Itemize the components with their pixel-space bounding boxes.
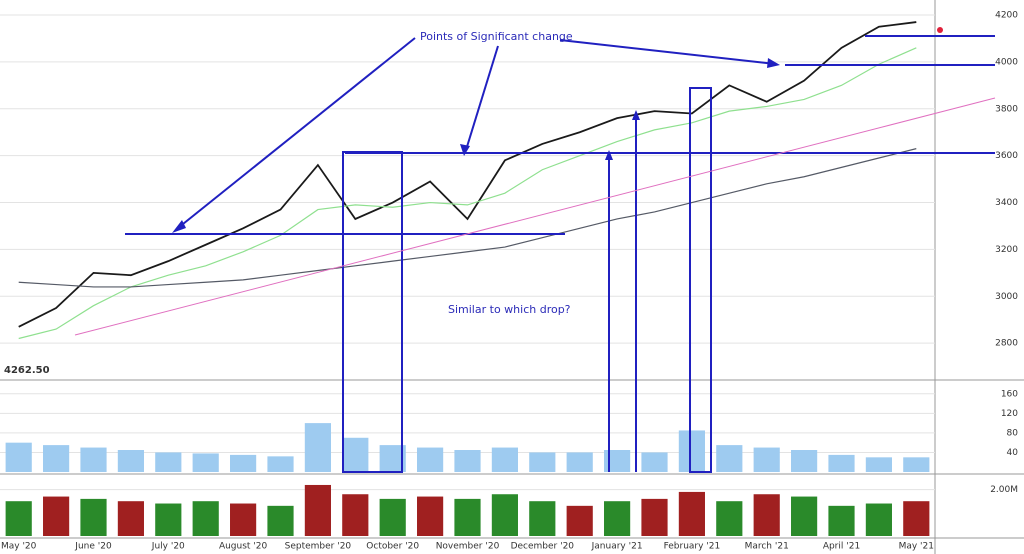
y-tick-label: 160 [1001, 389, 1018, 399]
arrowheads [172, 58, 780, 233]
bar [117, 450, 144, 472]
bar [828, 454, 855, 472]
bar [903, 457, 930, 472]
bar [342, 437, 369, 472]
bar [43, 445, 70, 472]
arrowhead [605, 150, 613, 160]
bar [454, 450, 481, 472]
y-tick-label: 3600 [995, 151, 1018, 161]
y-tick-label: 3200 [995, 245, 1018, 255]
bar [230, 503, 257, 536]
highlight-box [342, 151, 403, 473]
x-tick-label: September '20 [285, 542, 352, 552]
x-tick-label: December '20 [511, 542, 575, 552]
bar [117, 501, 144, 536]
bar [417, 496, 444, 536]
y-tick-label: 80 [1007, 428, 1019, 438]
arrowhead [460, 144, 470, 156]
bar [491, 494, 518, 536]
y-tick-label: 2800 [995, 339, 1018, 349]
bar [566, 505, 593, 536]
annotation: Similar to which drop? [448, 303, 571, 316]
bar [230, 454, 257, 472]
arrowhead [172, 220, 186, 233]
bar [267, 505, 294, 536]
bar [716, 445, 743, 472]
annotation: Points of Significant change [420, 30, 573, 43]
bar [379, 498, 406, 536]
bar [192, 501, 219, 536]
x-tick-label: November '20 [436, 542, 500, 552]
y-tick-label: 2.00M [990, 485, 1018, 495]
y-tick-label: 4200 [995, 11, 1018, 21]
x-tick-label: July '20 [151, 542, 185, 552]
bar [155, 503, 182, 536]
x-tick-label: February '21 [664, 542, 721, 552]
bar [80, 447, 107, 472]
bar [566, 452, 593, 472]
series-line [18, 148, 917, 288]
y-tick-label: 40 [1007, 448, 1019, 458]
bar [43, 496, 70, 536]
arrowhead [632, 110, 640, 120]
bar [5, 442, 32, 472]
y-tick-label: 3400 [995, 198, 1018, 208]
bar [267, 456, 294, 472]
x-tick-label: January '21 [591, 542, 643, 552]
y-tick-label: 120 [1001, 409, 1018, 419]
x-tick-label: October '20 [366, 542, 419, 552]
annotation-shapes [74, 35, 996, 473]
marker [937, 27, 943, 33]
y-tick-label: 3800 [995, 104, 1018, 114]
bar [753, 447, 780, 472]
bar [304, 423, 331, 472]
bar [678, 430, 705, 472]
x-tick-label: May '21 [899, 542, 934, 552]
bar [753, 494, 780, 536]
plot-layer: 2800 3000 3200 3400 3600 3800 4000 4200 May '20 J… [0, 11, 1018, 552]
bar [641, 452, 668, 472]
bar [828, 505, 855, 536]
bar [5, 501, 32, 536]
bar [417, 447, 444, 472]
bar [342, 494, 369, 536]
bar [865, 503, 892, 536]
y-tick-label: 3000 [995, 292, 1018, 302]
arrowhead [767, 58, 780, 68]
x-tick-label: April '21 [823, 542, 860, 552]
bar [903, 501, 930, 536]
arrow [177, 37, 416, 229]
bar [604, 450, 631, 472]
x-tick-label: June '20 [74, 542, 112, 552]
highlight-box [689, 87, 712, 473]
bar [454, 498, 481, 536]
bar [791, 450, 818, 472]
bar [155, 452, 182, 472]
bar [304, 484, 331, 536]
bar [80, 498, 107, 536]
x-tick-label: March '21 [745, 542, 789, 552]
bar [192, 453, 219, 472]
series-line [18, 21, 917, 328]
bar [791, 496, 818, 536]
last-price: 4262.50 [4, 365, 50, 376]
arrow [465, 45, 499, 151]
y-tick-label: 4000 [995, 57, 1018, 67]
bar [604, 501, 631, 536]
x-tick-label: May '20 [1, 542, 37, 552]
bar [716, 501, 743, 536]
bar [529, 501, 556, 536]
trend-line [74, 97, 996, 336]
bar [641, 498, 668, 536]
series-line [18, 47, 917, 340]
bar [678, 491, 705, 536]
bar [491, 447, 518, 472]
x-tick-label: August '20 [219, 542, 268, 552]
bar [529, 452, 556, 472]
bar [865, 457, 892, 472]
arrow [559, 39, 776, 65]
